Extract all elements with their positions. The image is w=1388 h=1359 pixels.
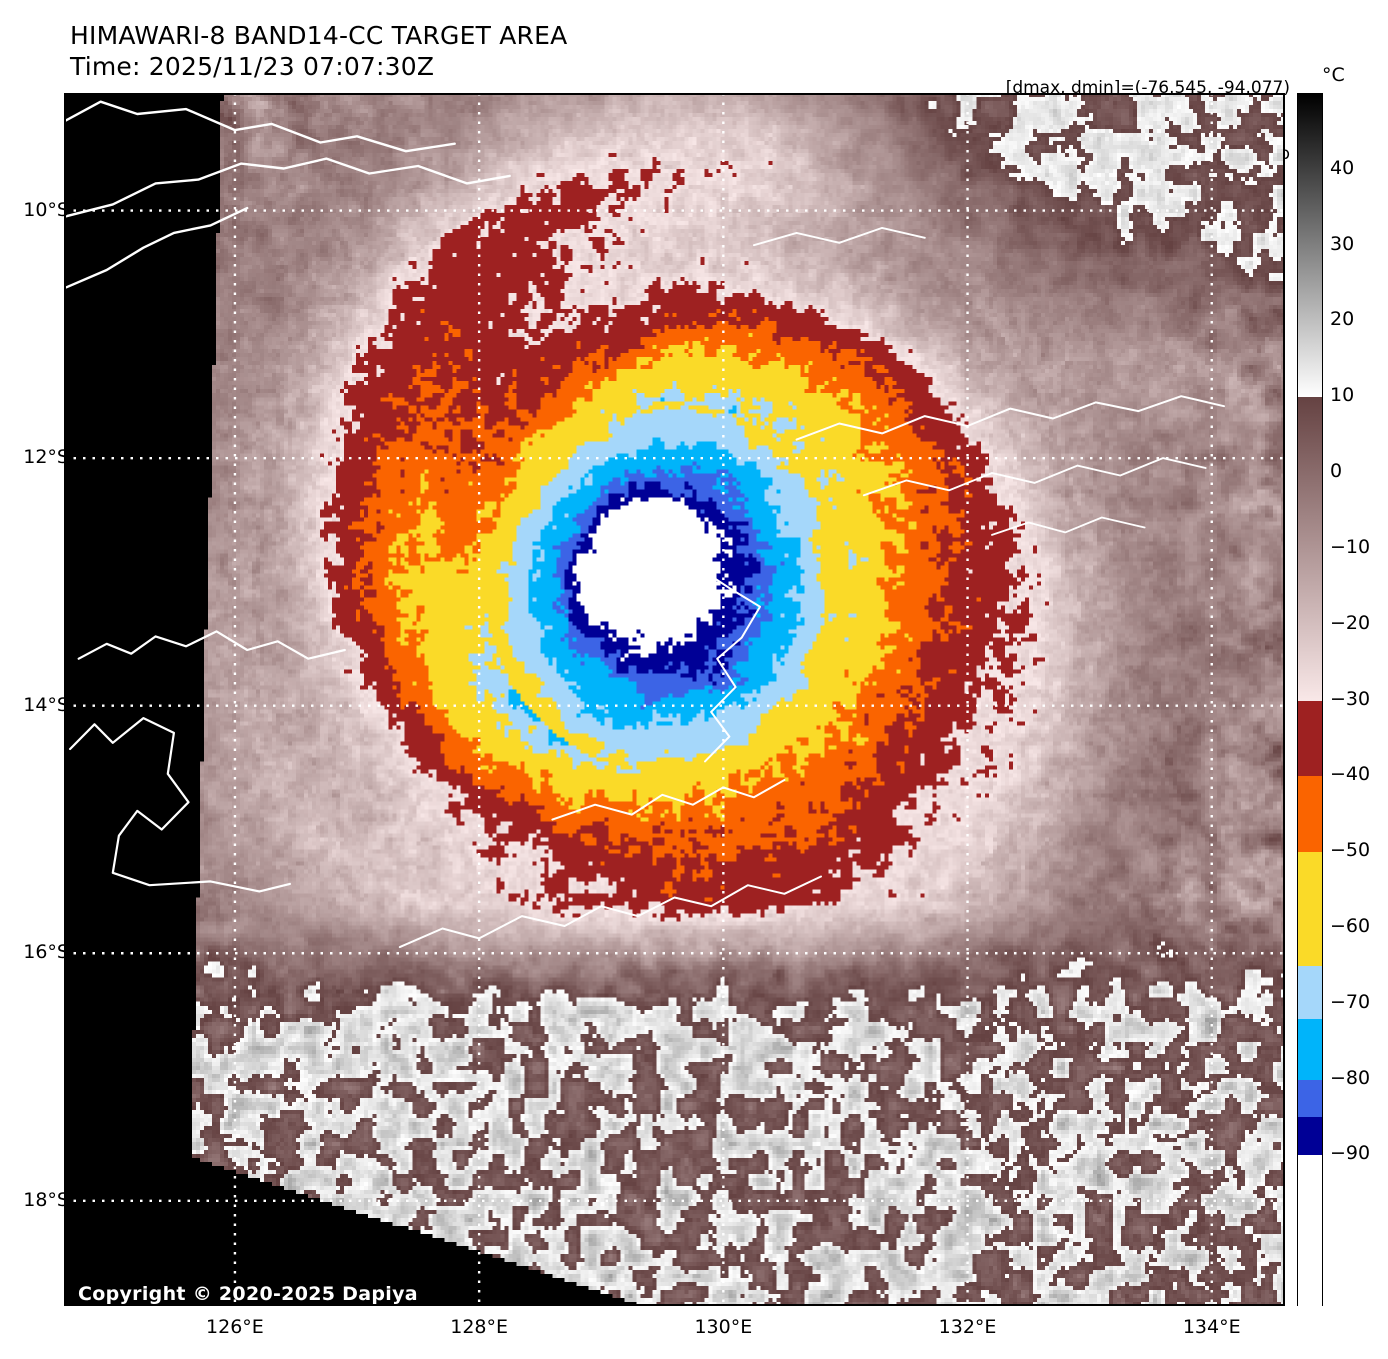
colorbar-tick-label: −40 — [1330, 763, 1371, 786]
colorbar-tick-label: −80 — [1330, 1066, 1371, 1089]
colorbar-tick-label: −90 — [1330, 1142, 1371, 1165]
coastline-timor-north — [64, 100, 456, 153]
temperature-colorbar — [1297, 93, 1323, 1307]
coastline-arnhem-mid — [551, 779, 786, 821]
colorbar-band-navy — [1298, 1117, 1322, 1156]
y-axis-tick-label: 18°S — [23, 1188, 69, 1211]
coastline-north-islands — [752, 226, 926, 247]
coastline-timor-tail — [65, 206, 249, 289]
colorbar-tick-label: −70 — [1330, 990, 1371, 1013]
colorbar-band-mauve-ramp — [1298, 397, 1322, 701]
copyright-label: Copyright © 2020-2025 Dapiya — [78, 1283, 418, 1305]
colorbar-band-blue — [1298, 1079, 1322, 1118]
colorbar-band-yellow — [1298, 852, 1322, 966]
x-axis-tick-label: 128°E — [450, 1316, 509, 1338]
colorbar-tick-label: 10 — [1330, 384, 1355, 407]
colorbar-band-warm-grayscale — [1298, 94, 1322, 398]
colorbar-band-orange — [1298, 776, 1322, 853]
y-axis-tick-label: 10°S — [23, 198, 69, 221]
coastline-arnhem-north — [673, 571, 761, 763]
colorbar-band-white-coldest — [1298, 1155, 1322, 1307]
x-axis-tick-label: 126°E — [206, 1316, 264, 1338]
coastline-northeast-3 — [991, 516, 1146, 536]
colorbar-tick-label: −60 — [1330, 914, 1371, 937]
colorbar-band-dark-red — [1298, 700, 1322, 777]
coastline-northeast-1 — [795, 395, 1225, 441]
page-title: HIMAWARI-8 BAND14-CC TARGET AREA — [70, 21, 568, 50]
colorbar-tick-label: −50 — [1330, 839, 1371, 862]
y-axis-tick-label: 12°S — [23, 446, 69, 469]
x-axis-tick-label: 132°E — [938, 1316, 997, 1338]
colorbar-tick-label: 30 — [1330, 232, 1355, 255]
colorbar-tick-label: −20 — [1330, 611, 1371, 634]
colorbar-band-light-blue — [1298, 965, 1322, 1019]
colorbar-unit-label: °C — [1322, 64, 1345, 86]
y-axis-tick-label: 14°S — [23, 693, 69, 716]
y-axis-tick-label: 16°S — [23, 941, 69, 964]
colorbar-band-cyan — [1298, 1018, 1322, 1080]
coastline-timor-south — [64, 157, 511, 219]
colorbar-tick-label: 40 — [1330, 156, 1355, 179]
coastline-darwin-peninsula — [68, 716, 291, 893]
coastline-arnhem-south — [398, 875, 822, 949]
map-overlay-layer — [64, 93, 1285, 1306]
x-axis-tick-label: 134°E — [1182, 1316, 1241, 1338]
timestamp-label: Time: 2025/11/23 07:07:30Z — [70, 52, 435, 81]
satellite-image-plot — [64, 93, 1285, 1306]
coastline-bathurst-island — [77, 630, 346, 660]
brightness-temperature-raster — [64, 93, 1285, 1306]
x-axis-tick-label: 130°E — [694, 1316, 753, 1338]
colorbar-tick-label: 0 — [1330, 460, 1343, 483]
header-title-block: HIMAWARI-8 BAND14-CC TARGET AREA Time: 2… — [70, 20, 567, 82]
colorbar-tick-label: 20 — [1330, 308, 1355, 331]
colorbar-tick-label: −10 — [1330, 535, 1371, 558]
colorbar-tick-label: −30 — [1330, 687, 1371, 710]
coastline-northeast-2 — [862, 457, 1207, 497]
